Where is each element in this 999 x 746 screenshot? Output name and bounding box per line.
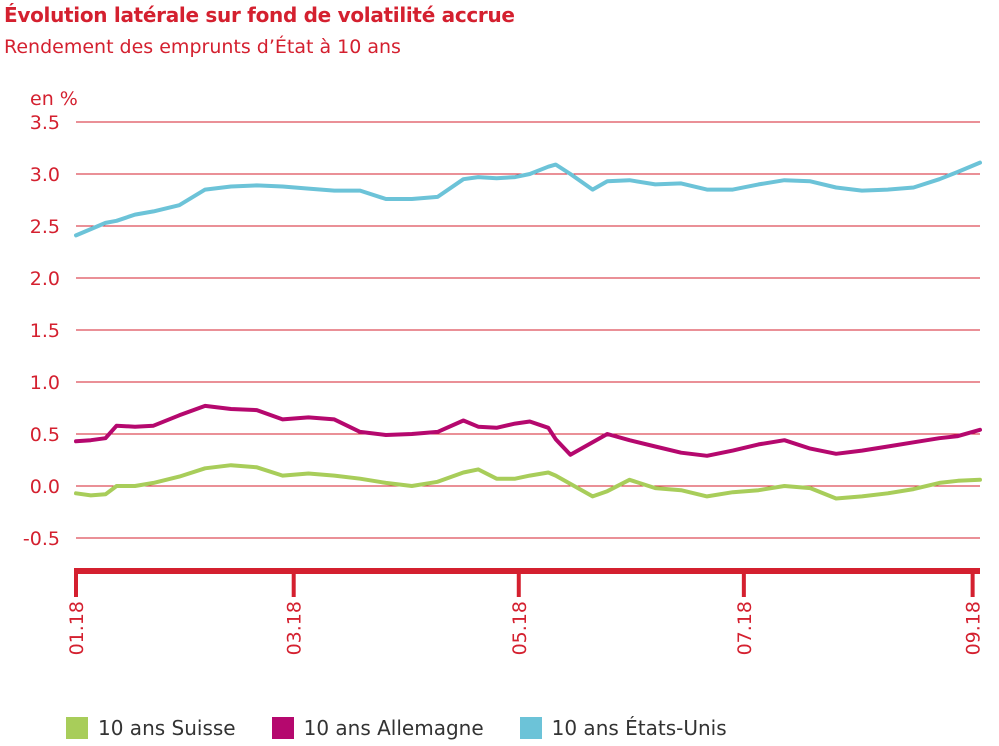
y-tick-label: 1.0: [30, 372, 60, 394]
grid-layer: [76, 121, 980, 539]
x-tick-label: 07.18: [734, 601, 756, 655]
series-line-2: [74, 160, 982, 238]
x-tick-label: 09.18: [963, 601, 985, 655]
y-tick-label: 2.5: [30, 216, 60, 238]
y-tick-label: 0.0: [30, 476, 60, 498]
legend-swatch-suisse: [66, 717, 88, 739]
legend-label-etats-unis: 10 ans États-Unis: [551, 716, 727, 740]
legend-item-allemagne: 10 ans Allemagne: [271, 716, 484, 740]
y-axis-unit-label: en %: [30, 88, 78, 110]
x-tick-label: 01.18: [66, 601, 88, 655]
legend-label-suisse: 10 ans Suisse: [98, 716, 236, 740]
y-tick-label: 1.5: [30, 320, 60, 342]
legend: 10 ans Suisse 10 ans Allemagne 10 ans Ét…: [66, 716, 763, 740]
x-tick-label: 05.18: [509, 601, 531, 655]
legend-item-etats-unis: 10 ans États-Unis: [519, 716, 727, 740]
legend-swatch-allemagne: [271, 717, 294, 739]
series-line-0: [74, 463, 982, 501]
legend-label-allemagne: 10 ans Allemagne: [303, 716, 484, 740]
y-tick-label: 3.0: [30, 164, 60, 186]
y-tick-label: 2.0: [30, 268, 60, 290]
y-tick-label: 3.5: [30, 112, 60, 134]
chart-title: Évolution latérale sur fond de volatilit…: [4, 3, 515, 27]
y-tick-label: -0.5: [23, 528, 60, 550]
line-chart: en % 3.53.02.52.01.51.00.50.0-0.5 01.18 0…: [23, 88, 985, 655]
y-axis: en % 3.5 3.0 2.5 2.0 1.5 1.0 0.5 0.0 -0.5: [23, 88, 78, 550]
series-line-1: [74, 403, 982, 458]
x-axis: 01.18 03.18 05.18 07.18 09.18: [66, 568, 985, 655]
y-tick-label: 0.5: [30, 424, 60, 446]
legend-item-suisse: 10 ans Suisse: [66, 716, 236, 740]
x-tick-label: 03.18: [284, 601, 306, 655]
legend-swatch-etats-unis: [519, 717, 542, 739]
series-layer: [74, 160, 982, 501]
chart-subtitle: Rendement des emprunts d’État à 10 ans: [4, 36, 401, 58]
